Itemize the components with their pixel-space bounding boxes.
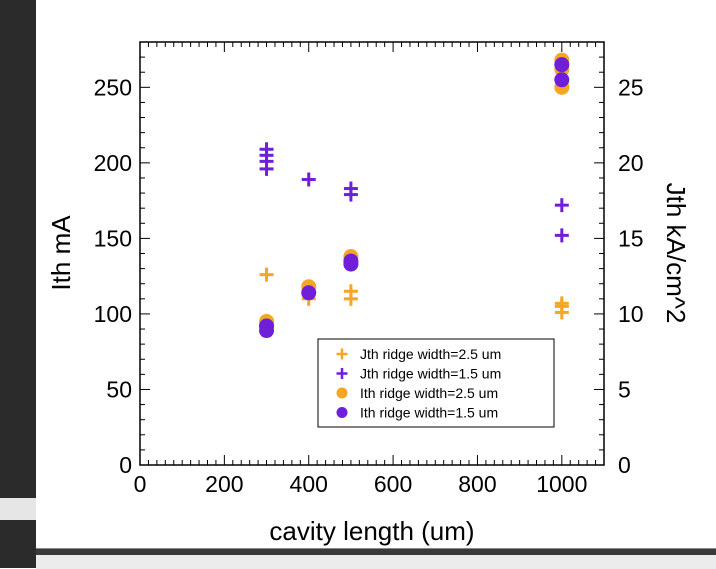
data-point-plus bbox=[554, 296, 569, 311]
data-point-circle bbox=[343, 256, 359, 272]
legend-marker bbox=[336, 387, 348, 399]
legend-item: Jth ridge width=1.5 um bbox=[336, 366, 501, 382]
legend-label: Ith ridge width=2.5 um bbox=[360, 385, 498, 401]
data-point-circle bbox=[554, 72, 570, 88]
data-point-circle bbox=[554, 57, 570, 73]
y-tick-label: 100 bbox=[94, 301, 132, 327]
legend-label: Jth ridge width=1.5 um bbox=[360, 366, 501, 382]
y-axis-title: Ith mA bbox=[46, 215, 76, 291]
legend: Jth ridge width=2.5 um Jth ridge width=1.… bbox=[317, 338, 555, 428]
x-tick-label: 200 bbox=[205, 471, 243, 497]
y-tick-label: 0 bbox=[119, 452, 132, 478]
x-tick-label: 400 bbox=[290, 471, 328, 497]
x-tick-label: 1000 bbox=[536, 471, 587, 497]
x-tick-label: 0 bbox=[134, 471, 147, 497]
y2-axis-title: Jth kA/cm^2 bbox=[661, 183, 691, 324]
legend-marker bbox=[336, 407, 348, 418]
data-point-circle bbox=[301, 285, 317, 301]
y2-tick-label: 5 bbox=[618, 376, 631, 402]
legend-label: Ith ridge width=1.5 um bbox=[360, 405, 498, 421]
data-point-circle bbox=[259, 318, 275, 334]
y2-tick-label: 20 bbox=[618, 150, 644, 176]
y-tick-label: 200 bbox=[94, 150, 132, 176]
x-tick-label: 600 bbox=[374, 471, 412, 497]
legend-item: Ith ridge width=1.5 um bbox=[336, 405, 498, 421]
y-tick-label: 150 bbox=[94, 225, 132, 251]
x-axis-title: cavity length (um) bbox=[269, 516, 474, 546]
data-point-plus bbox=[259, 142, 274, 157]
x-tick-label: 800 bbox=[458, 471, 496, 497]
data-point-plus bbox=[554, 228, 569, 243]
left-sidebar bbox=[0, 0, 36, 568]
data-point-plus bbox=[343, 181, 358, 196]
y2-tick-label: 10 bbox=[618, 301, 644, 327]
y-tick-label: 50 bbox=[106, 376, 132, 402]
data-point-plus bbox=[554, 198, 569, 213]
y-tick-label: 250 bbox=[94, 74, 132, 100]
y2-tick-label: 15 bbox=[618, 225, 644, 251]
legend-marker bbox=[336, 348, 348, 360]
y2-tick-label: 0 bbox=[618, 452, 631, 478]
data-point-plus bbox=[343, 284, 358, 299]
data-point-plus bbox=[301, 172, 316, 187]
legend-item: Ith ridge width=2.5 um bbox=[336, 385, 498, 401]
legend-item: Jth ridge width=2.5 um bbox=[336, 346, 501, 362]
legend-label: Jth ridge width=2.5 um bbox=[360, 346, 501, 362]
legend-marker bbox=[336, 368, 348, 379]
sidebar-tab[interactable] bbox=[0, 498, 36, 520]
legend-box bbox=[317, 338, 555, 428]
bottom-scrollbar[interactable] bbox=[36, 548, 716, 569]
data-point-plus bbox=[259, 267, 274, 282]
y2-tick-label: 25 bbox=[618, 74, 644, 100]
